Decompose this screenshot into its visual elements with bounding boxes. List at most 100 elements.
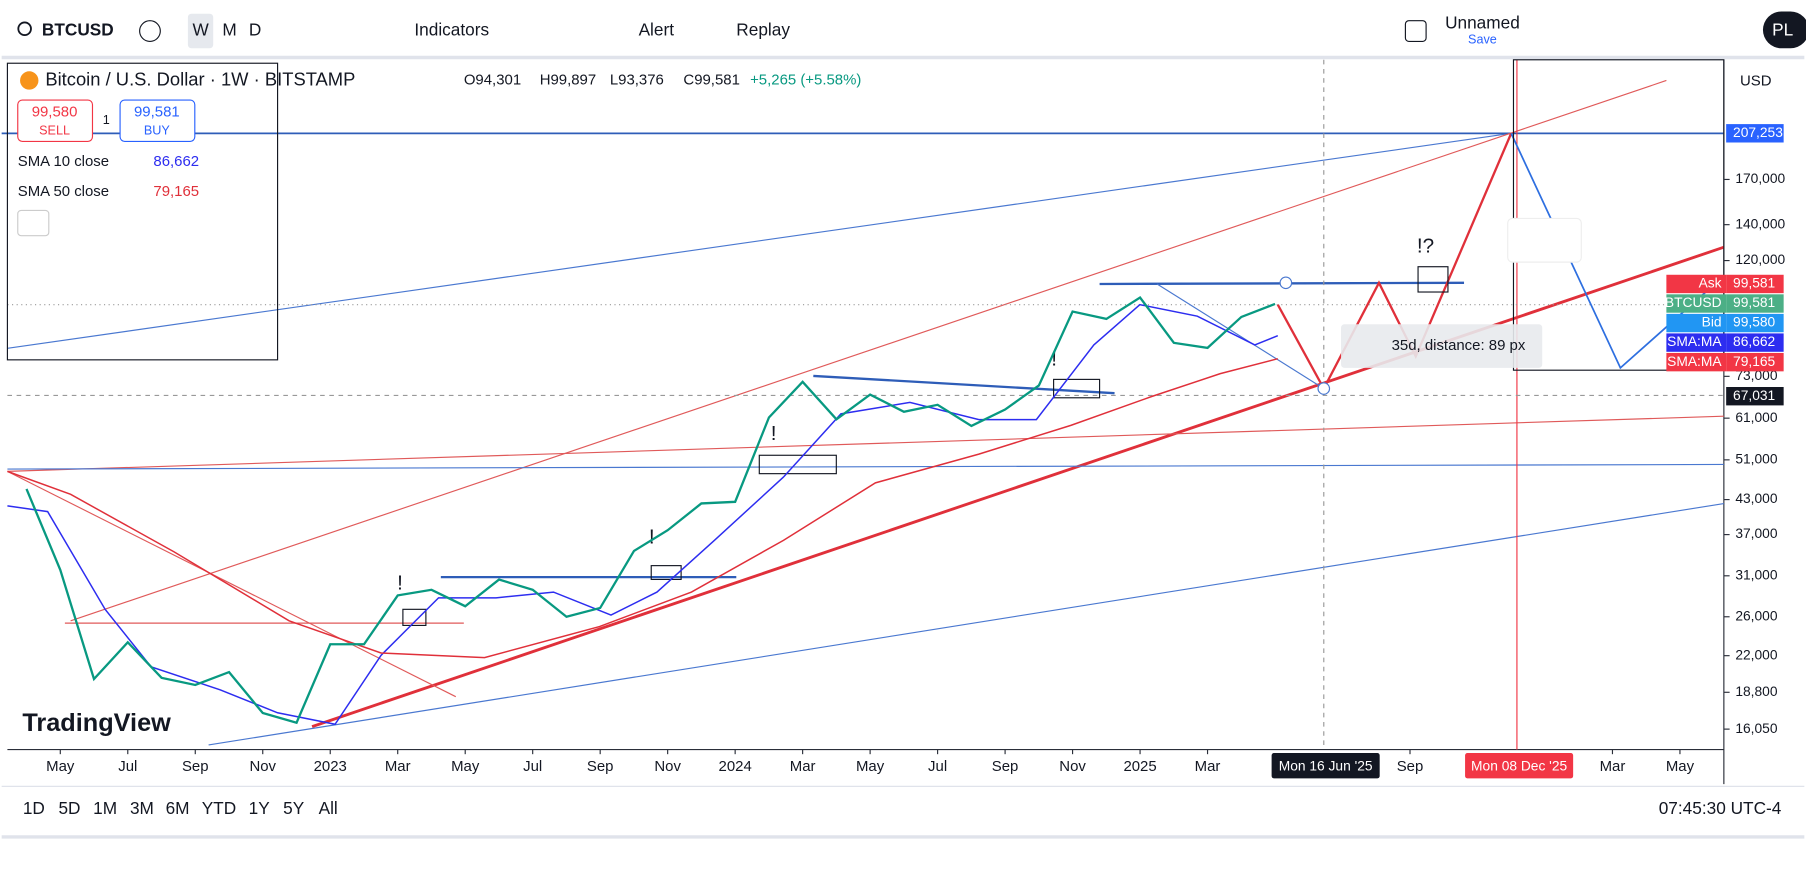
y-tick-label: 43,000 <box>1735 491 1777 506</box>
x-tick-label: Nov <box>249 758 276 775</box>
x-tick-label: Sep <box>587 758 614 775</box>
x-tick-label: May <box>46 758 75 775</box>
avatar[interactable] <box>1762 11 1806 49</box>
box <box>758 454 837 475</box>
x-tick-label: Jul <box>928 758 947 775</box>
annotations: 35d, distance: 89 px ! ! ! ! !? TradingV… <box>22 73 1771 737</box>
price-tag-label: 207,253 <box>1733 125 1783 140</box>
sell-button[interactable] <box>17 99 94 142</box>
price-tag <box>1726 313 1784 333</box>
search-icon <box>17 21 32 36</box>
price-tag <box>1726 333 1784 352</box>
active-interval-bg <box>187 13 214 49</box>
range-button[interactable]: 1D <box>23 798 45 818</box>
buy-button[interactable] <box>119 99 196 142</box>
y-tick-label: 51,000 <box>1735 451 1777 466</box>
y-tick-label: 37,000 <box>1735 526 1777 541</box>
layout-icon <box>1404 20 1427 42</box>
bottom-bar: 07:45:30 UTC-4 1D 5D 1M 3M 6M YTD 1Y 5Y All <box>23 798 1782 818</box>
range-button[interactable]: YTD <box>202 798 236 818</box>
range-button[interactable]: 5D <box>58 798 80 818</box>
price-tag <box>1726 274 1784 294</box>
legend: Bitcoin / U.S. Dollar · 1W · BITSTAMP O9… <box>6 62 861 361</box>
currency[interactable]: USD <box>1740 73 1772 90</box>
cursor-date: Mon 16 Jun '25 <box>1279 758 1373 773</box>
x-tick-label: Mar <box>385 758 411 775</box>
y-tick-label: 18,800 <box>1735 684 1777 699</box>
symbol-description: Bitcoin / U.S. Dollar · 1W · BITSTAMP <box>45 68 355 89</box>
price-tag-name-bg <box>1666 352 1727 372</box>
range-button[interactable]: 1M <box>93 798 117 818</box>
y-tick-label: 170,000 <box>1735 171 1785 186</box>
trendline <box>7 132 1512 349</box>
clock: 07:45:30 UTC-4 <box>1659 798 1782 818</box>
trendline <box>1156 283 1325 390</box>
indicators-button[interactable]: Indicators <box>414 20 489 40</box>
x-tick-label: Jul <box>523 758 542 775</box>
signal-mark: ! <box>771 422 777 445</box>
y-tick-label: 22,000 <box>1735 647 1777 662</box>
x-tick-label: Sep <box>182 758 209 775</box>
ohlc: L93,376 <box>610 71 664 88</box>
x-tick-label: Nov <box>1059 758 1086 775</box>
floating-toolbar[interactable] <box>1507 217 1582 263</box>
price-tag-name: Bid <box>1702 315 1722 330</box>
signal-mark: ! <box>1051 347 1057 370</box>
alert-button[interactable]: Alert <box>639 20 675 40</box>
box <box>1512 59 1725 371</box>
sma-10 <box>7 303 1279 726</box>
range-button[interactable]: 3M <box>130 798 154 818</box>
x-tick-label: Mar <box>1600 758 1626 775</box>
price-tag-name: BTCUSD <box>1665 295 1722 310</box>
collapse-button[interactable] <box>17 209 50 237</box>
range-button[interactable]: 5Y <box>283 798 305 818</box>
interval[interactable]: M <box>222 20 236 40</box>
range-button[interactable]: 6M <box>166 798 190 818</box>
price-tag-label: 99,581 <box>1733 276 1775 291</box>
trendline <box>7 470 457 698</box>
x-tick-label: Nov <box>654 758 681 775</box>
price-tag-name: SMA:MA <box>1667 334 1722 349</box>
price-line <box>25 295 1276 725</box>
x-tick-label: Mar <box>790 758 816 775</box>
anchor[interactable] <box>1317 382 1331 395</box>
measure-box <box>1341 324 1543 368</box>
anchor[interactable] <box>1279 276 1293 290</box>
price-tag-label: 99,581 <box>1733 295 1775 310</box>
x-tick-label: Jul <box>118 758 137 775</box>
ohlc: H99,897 <box>540 71 596 88</box>
add-symbol[interactable] <box>139 20 161 42</box>
ohlc: O94,301 <box>464 71 521 88</box>
price-tag-name-bg <box>1666 313 1727 333</box>
interval[interactable]: W <box>193 20 210 40</box>
range-button[interactable]: All <box>319 798 338 818</box>
y-tick-label: 140,000 <box>1735 216 1785 231</box>
y-tick-label: 120,000 <box>1735 252 1785 267</box>
x-tick-label: 2023 <box>314 758 347 775</box>
toolbar: BTCUSD W M D Indicators Alert Replay Unn… <box>1 11 1806 60</box>
price-tag-label: 86,662 <box>1733 334 1775 349</box>
trendline <box>7 463 1724 470</box>
interval[interactable]: D <box>249 20 261 40</box>
user: PL <box>1772 20 1793 40</box>
indicator-name: SMA 50 close <box>18 183 109 200</box>
layout-name[interactable]: Unnamed <box>1445 13 1520 33</box>
replay-button[interactable]: Replay <box>736 20 790 40</box>
trendline <box>7 415 1724 472</box>
range-button[interactable]: 1Y <box>249 798 271 818</box>
sma-50 <box>7 357 1278 659</box>
box <box>402 608 427 626</box>
cursor-date-bg <box>1271 753 1380 779</box>
price-tag <box>1726 294 1784 313</box>
price-tag-name-bg <box>1666 333 1727 352</box>
price-tag-name: Ask <box>1699 276 1722 291</box>
symbol[interactable]: BTCUSD <box>42 20 114 40</box>
y-tick-label: 26,000 <box>1735 608 1777 623</box>
price-tag-label: 79,165 <box>1733 354 1775 369</box>
indicator-name: SMA 10 close <box>18 153 109 170</box>
box <box>1417 266 1449 293</box>
price-tag-label: 67,031 <box>1733 388 1775 403</box>
save-button[interactable]: Save <box>1468 33 1497 47</box>
sell-label: SELL <box>39 123 70 137</box>
